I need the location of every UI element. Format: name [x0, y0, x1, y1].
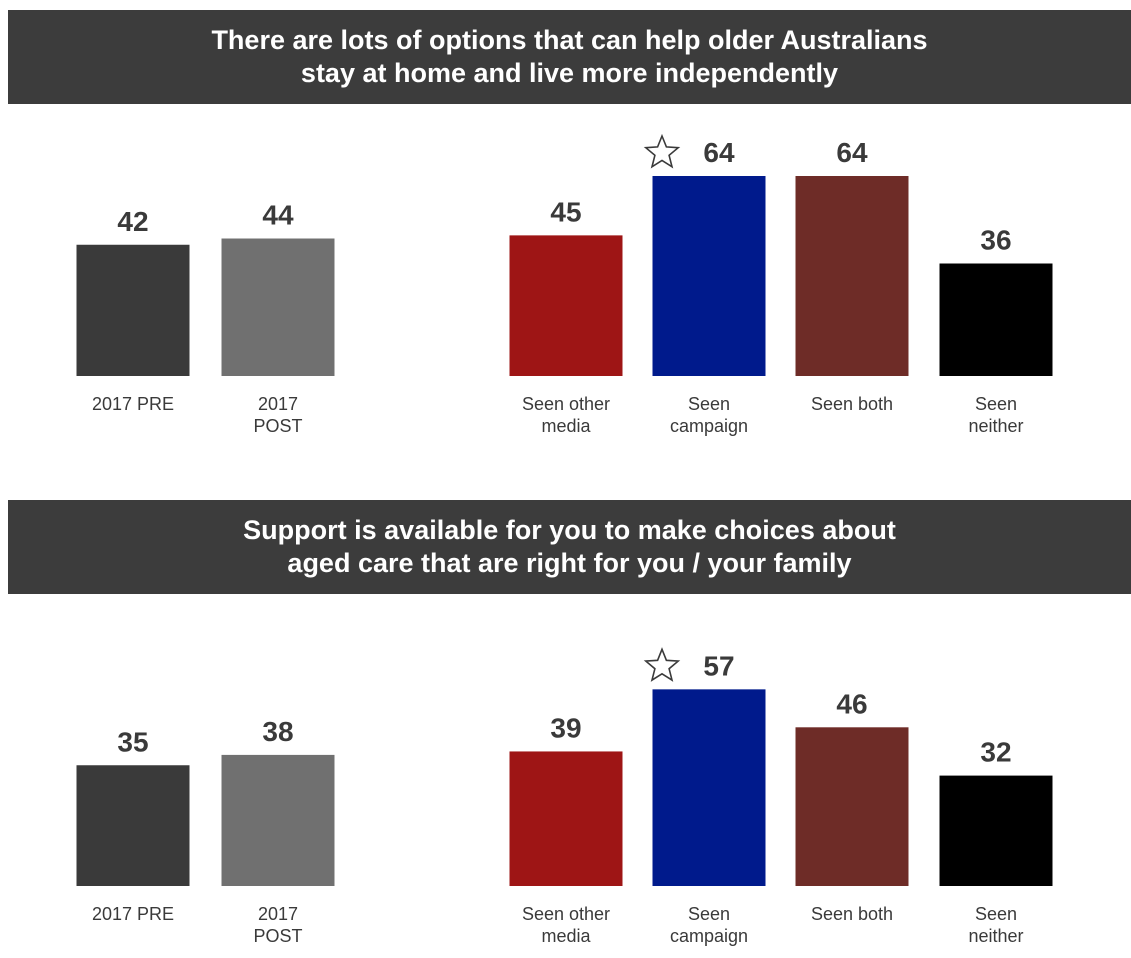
panel-1-title-line-1: There are lots of options that can help … [211, 25, 928, 55]
panel-2-title-line-2: aged care that are right for you / your … [287, 548, 852, 578]
panel-1-title: There are lots of options that can help … [8, 10, 1131, 104]
panel-1-group-2-item-3-bar [795, 176, 909, 376]
panel-2-group-2-item-4-value-label: 32 [980, 737, 1011, 768]
panel-1-group-2-item-4-category-label: Seen neither [968, 394, 1023, 436]
panel-2-group-2-item-2-bar [652, 689, 766, 886]
panel-2-group-1-item-1-category-label: 2017 PRE [92, 904, 174, 924]
panel-2-group-2-item-1-value-label: 39 [550, 712, 581, 743]
panel-1-bar-chart: 42 2017 PRE 44 2017 POST 45 Seen other media 64 S… [76, 133, 1053, 436]
panel-2-group-2-item-2-category-label: Seen campaign [670, 904, 748, 946]
panel-2-group-1-item-1-bar [76, 765, 190, 886]
panel-1-group-1-item-2-category-label: 2017 POST [253, 394, 302, 436]
panel-2-group-2-item-2-value-label: 57 [703, 650, 734, 681]
panel-2-group-1-item-1-value-label: 35 [117, 726, 148, 757]
significance-star-icon [643, 133, 681, 169]
panel-2-group-2-item-3-category-label: Seen both [811, 904, 893, 924]
panel-1-group-1-item-1-category-label: 2017 PRE [92, 394, 174, 414]
panel-1-group-2-item-2-category-label: Seen campaign [670, 394, 748, 436]
panel-2-bar-chart: 35 2017 PRE 38 2017 POST 39 Seen other media 57 S… [76, 647, 1053, 946]
panel-1-group-2-item-1-bar [509, 235, 623, 376]
panel-2-group-1-item-2-value-label: 38 [262, 716, 293, 747]
panel-2-group-2-item-1-category-label: Seen other media [522, 904, 610, 946]
panel-1-group-1-item-1-value-label: 42 [117, 206, 148, 237]
panel-1-group-2-item-2-bar [652, 176, 766, 376]
panel-1-group-2-item-1-category-label: Seen other media [522, 394, 610, 436]
panel-2-title: Support is available for you to make cho… [8, 500, 1131, 594]
panel-2-title-line-1: Support is available for you to make cho… [243, 515, 896, 545]
panel-1-group-1-item-2-bar [221, 238, 335, 376]
panel-1-group-1-item-1-bar [76, 244, 190, 376]
panel-2-group-2-item-3-value-label: 46 [836, 688, 867, 719]
significance-star-icon [643, 647, 681, 682]
panel-2-group-2-item-1-bar [509, 751, 623, 886]
panel-2-group-1-item-2-category-label: 2017 POST [253, 904, 302, 946]
panel-1-title-line-2: stay at home and live more independently [300, 58, 839, 88]
panel-1-group-2-item-2-value-label: 64 [703, 137, 735, 168]
panel-2-group-2-item-3-bar [795, 727, 909, 886]
panel-1-group-2-item-3-value-label: 64 [836, 137, 868, 168]
panel-2-group-1-item-2-bar [221, 754, 335, 886]
panel-1-group-1-item-2-value-label: 44 [262, 200, 294, 231]
panel-1-group-2-item-1-value-label: 45 [550, 196, 581, 227]
panel-1-group-2-item-4-bar [939, 263, 1053, 376]
panel-2-group-2-item-4-category-label: Seen neither [968, 904, 1023, 946]
panel-1-group-2-item-4-value-label: 36 [980, 225, 1011, 256]
panel-2-group-2-item-4-bar [939, 775, 1053, 886]
panel-1-group-2-item-3-category-label: Seen both [811, 394, 893, 414]
